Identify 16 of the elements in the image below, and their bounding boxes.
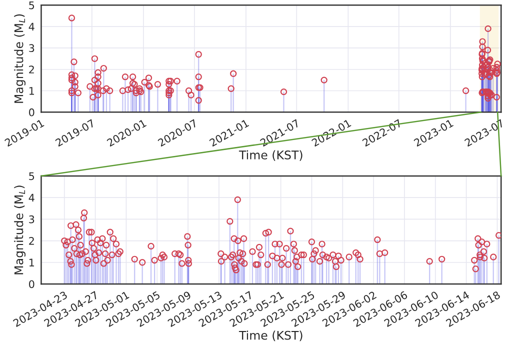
y-tick-label: 5 bbox=[29, 172, 34, 180]
x-axis-title: Time (KST) bbox=[238, 150, 302, 161]
y-tick-label: 4 bbox=[28, 194, 34, 202]
y-tick-label: 4 bbox=[28, 22, 34, 31]
y-tick-label: 1 bbox=[29, 258, 34, 266]
y-tick-label: 0 bbox=[29, 280, 34, 288]
y-tick-label: 2 bbox=[29, 66, 34, 74]
y-tick-label: 1 bbox=[29, 87, 34, 95]
y-tick-label: 5 bbox=[29, 2, 34, 10]
x-axis-title: Time (KST) bbox=[238, 330, 302, 342]
y-axis-title: Magnitude (M$_{L}$) bbox=[14, 14, 26, 103]
y-tick-label: 3 bbox=[29, 44, 34, 52]
y-axis-title: Magnitude (M$_{L}$) bbox=[14, 186, 26, 274]
y-tick-label: 3 bbox=[29, 215, 34, 224]
y-tick-label: 2 bbox=[29, 237, 34, 245]
y-tick-label: 0 bbox=[29, 108, 34, 116]
